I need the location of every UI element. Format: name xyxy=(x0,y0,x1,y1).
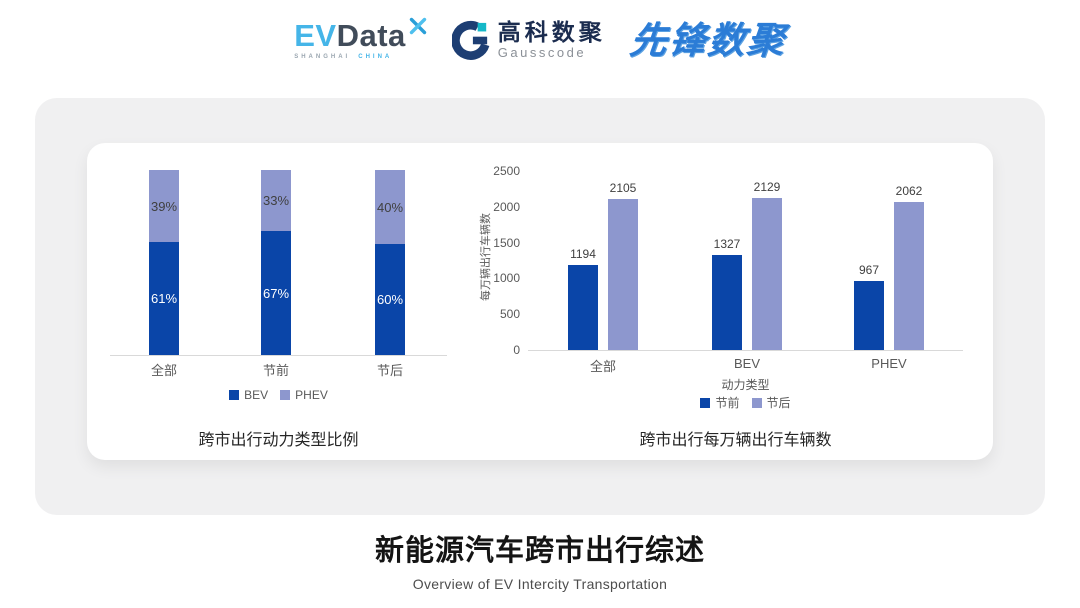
phev-segment: 33% xyxy=(261,170,291,232)
y-tick-label: 2000 xyxy=(493,199,520,214)
pre-holiday-bar xyxy=(568,264,598,350)
evdata-wordmark: EV Data xyxy=(294,17,428,54)
pioneer-logo: 先锋数聚 xyxy=(627,19,788,61)
x-axis-title: 动力类型 xyxy=(721,378,770,392)
bev-value-label: 61% xyxy=(150,291,178,307)
category-label: BEV xyxy=(733,356,760,371)
legend-label: 节前 xyxy=(715,396,740,410)
pre-holiday-bar xyxy=(712,254,742,350)
evdata-subtitle: SHANGHAI CHINA xyxy=(294,54,428,60)
page-title: 新能源汽车跨市出行综述 xyxy=(374,535,705,567)
y-tick-label: 1000 xyxy=(493,271,520,286)
bev-segment: 67% xyxy=(261,231,291,355)
legend-item: PHEV xyxy=(280,388,328,402)
gausscode-logo: 高科数聚 Gausscode xyxy=(451,20,606,60)
legend-swatch xyxy=(751,397,762,408)
legend-label: BEV xyxy=(244,388,269,402)
bev-segment: 60% xyxy=(375,244,405,355)
x-axis-line xyxy=(528,350,963,351)
pre-holiday-bar xyxy=(854,280,884,350)
legend-swatch xyxy=(280,390,291,400)
bar-value-label: 1327 xyxy=(713,236,741,251)
legend-item: BEV xyxy=(229,388,268,402)
y-tick-label: 1500 xyxy=(493,235,520,250)
logo-bar: EV Data SHANGHAI CHINA 高科数聚 Gausscode 先锋… xyxy=(0,17,1080,61)
y-tick-label: 2500 xyxy=(493,164,520,178)
bar-value-label: 2062 xyxy=(895,184,923,199)
phev-value-label: 40% xyxy=(376,199,404,215)
x-axis-line xyxy=(110,355,447,356)
category-label: 全部 xyxy=(150,363,177,378)
evdata-star-icon xyxy=(409,17,426,35)
legend-swatch xyxy=(700,397,711,408)
phev-value-label: 39% xyxy=(150,198,178,214)
category-label: 节后 xyxy=(376,363,403,378)
post-holiday-bar xyxy=(752,197,782,350)
post-holiday-bar xyxy=(894,202,924,350)
bev-segment: 61% xyxy=(149,242,179,355)
evdata-china-text: CHINA xyxy=(358,54,393,61)
y-axis-title: 每万辆出行车辆数 xyxy=(480,213,492,301)
evdata-data-text: Data xyxy=(336,18,406,54)
legend-item: 节前 xyxy=(700,394,740,411)
legend-label: PHEV xyxy=(295,388,328,402)
legend-swatch xyxy=(229,390,240,400)
charts-panel: 39% 61% 全部 33% 67% 节前 40% 60% 节后 BEV PHEV 跨市出行动力类型比… xyxy=(35,98,1045,515)
y-tick-label: 0 xyxy=(513,343,520,357)
gausscode-g-icon xyxy=(451,21,490,60)
grouped-bar-chart: 0 500 1000 1500 2000 2500 每万辆出行车辆数 1194 2105 全部 13… xyxy=(87,143,993,460)
category-label: PHEV xyxy=(871,356,907,371)
gausscode-en-text: Gausscode xyxy=(497,45,587,61)
evdata-ev-text: EV xyxy=(294,18,337,54)
charts-card: 39% 61% 全部 33% 67% 节前 40% 60% 节后 BEV PHEV 跨市出行动力类型比… xyxy=(87,143,993,460)
legend: 节前 节后 xyxy=(528,394,963,411)
post-holiday-bar xyxy=(608,199,638,350)
phev-value-label: 33% xyxy=(262,193,290,209)
bar-value-label: 1194 xyxy=(570,246,596,261)
bev-value-label: 67% xyxy=(262,285,290,301)
report-footer: 新能源汽车跨市出行综述 Overview of EV Intercity Tra… xyxy=(0,527,1080,592)
stacked-bar-chart: 39% 61% 全部 33% 67% 节前 40% 60% 节后 BEV PHEV 跨市出行动力类型比… xyxy=(87,143,450,460)
bar-value-label: 967 xyxy=(858,262,880,277)
gausscode-text-block: 高科数聚 Gausscode xyxy=(498,20,606,60)
category-label: 节前 xyxy=(262,363,289,378)
bar-value-label: 2129 xyxy=(753,179,781,194)
evdata-shanghai-text: SHANGHAI xyxy=(294,54,351,61)
bar-value-label: 2105 xyxy=(609,181,637,196)
page-subtitle: Overview of EV Intercity Transportation xyxy=(412,576,668,592)
evdata-logo: EV Data SHANGHAI CHINA xyxy=(294,17,428,60)
bev-value-label: 60% xyxy=(376,292,404,307)
chart-title: 跨市出行每万辆出行车辆数 xyxy=(639,432,832,449)
legend-label: 节后 xyxy=(766,396,791,410)
chart-title: 跨市出行动力类型比例 xyxy=(198,432,359,449)
phev-segment: 39% xyxy=(149,170,179,243)
category-label: 全部 xyxy=(589,359,616,374)
phev-segment: 40% xyxy=(375,170,405,244)
gausscode-cn-text: 高科数聚 xyxy=(497,19,606,45)
legend: BEV PHEV xyxy=(110,388,447,402)
legend-item: 节后 xyxy=(751,394,791,411)
y-tick-label: 500 xyxy=(499,307,520,322)
